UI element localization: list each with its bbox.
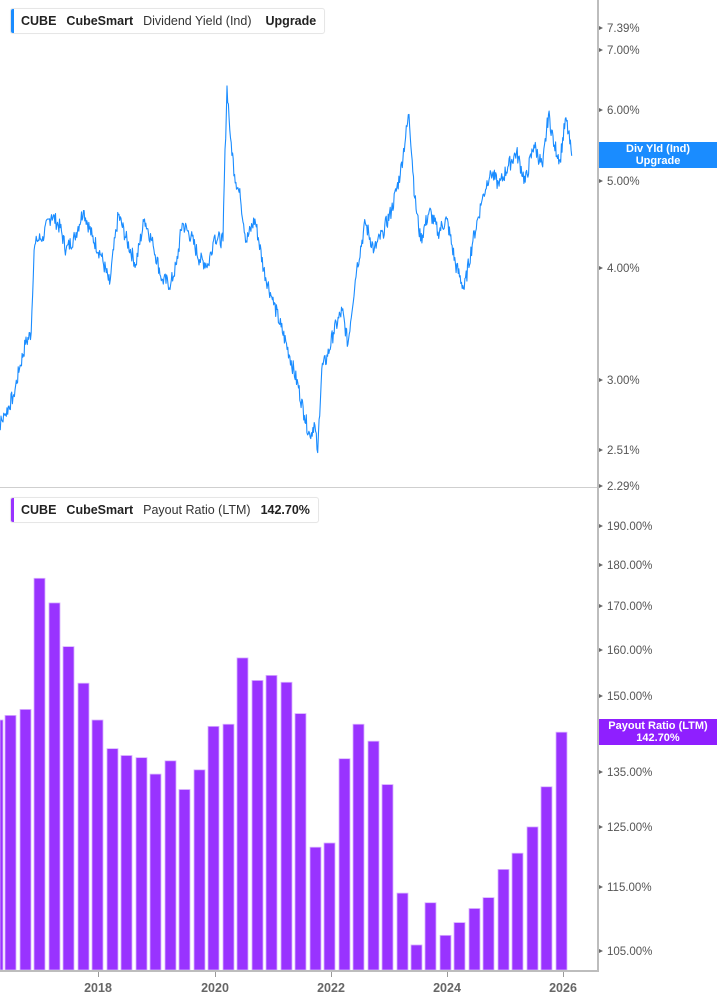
payout-ratio-bar[interactable] xyxy=(178,789,191,971)
payout-ratio-bar[interactable] xyxy=(381,784,394,971)
payout-ratio-bar[interactable] xyxy=(62,646,75,971)
payout-ratio-bar[interactable] xyxy=(135,757,148,971)
legend-metric: Payout Ratio (LTM) xyxy=(143,503,251,517)
payout-ratio-bar[interactable] xyxy=(77,682,90,971)
legend-ticker: CUBE xyxy=(21,503,57,517)
payout-ratio-bar[interactable] xyxy=(0,719,4,971)
y-tick-label: 105.00% xyxy=(599,945,652,959)
dividend-yield-line xyxy=(0,85,573,454)
payout-ratio-bar[interactable] xyxy=(265,674,278,971)
legend-value: 142.70% xyxy=(260,503,310,517)
payout-ratio-bar-chart xyxy=(0,577,568,971)
payout-ratio-bar[interactable] xyxy=(251,680,264,971)
x-axis-line xyxy=(0,970,599,972)
x-tick xyxy=(331,972,332,977)
dividend-yield-panel xyxy=(0,0,717,487)
payout-ratio-bar[interactable] xyxy=(33,577,46,971)
payout-ratio-bar[interactable] xyxy=(410,944,423,971)
payout-ratio-bar[interactable] xyxy=(468,908,481,971)
payout-ratio-bar[interactable] xyxy=(482,897,495,971)
x-tick-label: 2022 xyxy=(317,981,345,995)
x-tick xyxy=(215,972,216,977)
payout-ratio-bar[interactable] xyxy=(511,852,524,971)
y-tick-label: 2.51% xyxy=(599,444,640,458)
payout-ratio-bar[interactable] xyxy=(149,773,162,971)
legend-upgrade-link[interactable]: Upgrade xyxy=(265,14,317,28)
x-tick xyxy=(447,972,448,977)
payout-ratio-bar[interactable] xyxy=(309,846,322,971)
y-tick-label: 6.00% xyxy=(599,104,640,118)
payout-ratio-bar[interactable] xyxy=(19,709,32,971)
y-tick-label: 4.00% xyxy=(599,262,640,276)
payout-ratio-bar[interactable] xyxy=(4,714,17,971)
payout-ratio-bar[interactable] xyxy=(294,713,307,971)
legend-ticker: CUBE xyxy=(21,14,57,28)
flag-label: Div Yld (Ind) xyxy=(626,143,690,155)
payout-ratio-legend[interactable]: CUBE CubeSmart Payout Ratio (LTM) 142.70… xyxy=(10,497,319,523)
payout-ratio-bar[interactable] xyxy=(106,748,119,971)
payout-ratio-bar[interactable] xyxy=(338,758,351,971)
y-tick-label: 2.29% xyxy=(599,480,640,494)
payout-ratio-bar[interactable] xyxy=(236,657,249,971)
x-tick-label: 2024 xyxy=(433,981,461,995)
payout-ratio-bar[interactable] xyxy=(323,842,336,971)
y-axis-line xyxy=(597,0,599,972)
payout-ratio-bar[interactable] xyxy=(91,719,104,971)
payout-ratio-bar[interactable] xyxy=(497,868,510,971)
y-tick-label: 125.00% xyxy=(599,821,652,835)
legend-metric: Dividend Yield (Ind) xyxy=(143,14,252,28)
y-tick-label: 135.00% xyxy=(599,766,652,780)
payout-ratio-bar[interactable] xyxy=(453,922,466,971)
legend-company: CubeSmart xyxy=(66,503,134,517)
y-tick-label: 150.00% xyxy=(599,690,652,704)
payout-ratio-bar[interactable] xyxy=(396,892,409,971)
payout-ratio-bar[interactable] xyxy=(207,725,220,971)
payout-ratio-bar[interactable] xyxy=(555,731,568,971)
panel-divider xyxy=(0,487,599,488)
legend-color-swatch xyxy=(11,9,14,33)
y-tick-label: 170.00% xyxy=(599,600,652,614)
payout-ratio-bar[interactable] xyxy=(120,755,133,971)
flag-value: 142.70% xyxy=(636,732,680,744)
payout-ratio-price-flag: Payout Ratio (LTM) 142.70% xyxy=(599,719,717,745)
x-tick-label: 2026 xyxy=(549,981,577,995)
payout-ratio-bar[interactable] xyxy=(352,723,365,971)
flag-label: Payout Ratio (LTM) xyxy=(608,720,708,732)
y-tick-label: 3.00% xyxy=(599,374,640,388)
y-tick-label: 5.00% xyxy=(599,175,640,189)
y-tick-label: 180.00% xyxy=(599,559,652,573)
y-tick-label: 190.00% xyxy=(599,520,652,534)
payout-ratio-bar[interactable] xyxy=(540,786,553,971)
x-tick xyxy=(563,972,564,977)
legend-color-swatch xyxy=(11,498,14,522)
y-tick-label: 160.00% xyxy=(599,644,652,658)
payout-ratio-bar[interactable] xyxy=(193,769,206,971)
payout-ratio-bar[interactable] xyxy=(222,723,235,971)
dividend-yield-price-flag: Div Yld (Ind) Upgrade xyxy=(599,142,717,168)
x-tick-label: 2020 xyxy=(201,981,229,995)
legend-company: CubeSmart xyxy=(66,14,134,28)
payout-ratio-bar[interactable] xyxy=(48,602,61,971)
dividend-yield-line-chart xyxy=(0,85,573,454)
dividend-yield-legend[interactable]: CUBE CubeSmart Dividend Yield (Ind) Upgr… xyxy=(10,8,326,34)
y-tick-label: 7.39% xyxy=(599,22,640,36)
payout-ratio-bar[interactable] xyxy=(526,826,539,971)
y-tick-label: 115.00% xyxy=(599,881,652,895)
x-tick-label: 2018 xyxy=(84,981,112,995)
y-tick-label: 7.00% xyxy=(599,44,640,58)
flag-upgrade[interactable]: Upgrade xyxy=(635,155,681,167)
payout-ratio-bar[interactable] xyxy=(164,760,177,971)
payout-ratio-bar[interactable] xyxy=(439,934,452,971)
payout-ratio-bar[interactable] xyxy=(280,681,293,971)
payout-ratio-bar[interactable] xyxy=(424,902,437,971)
x-tick xyxy=(98,972,99,977)
payout-ratio-bar[interactable] xyxy=(367,740,380,971)
